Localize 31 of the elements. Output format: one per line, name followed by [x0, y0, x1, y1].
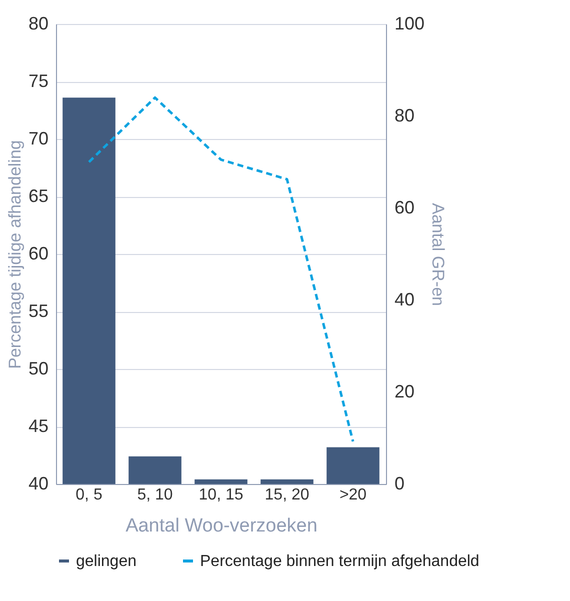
y-tick-label: 40 — [28, 474, 48, 494]
x-tick-label: 0, 5 — [76, 486, 102, 504]
bar — [326, 447, 380, 484]
y2-tick-label: 60 — [394, 198, 415, 218]
x-tick-label: >20 — [339, 486, 367, 504]
y-tick-label: 75 — [28, 71, 48, 91]
y2-tick-label: 20 — [394, 382, 415, 402]
x-tick-label: 15, 20 — [264, 486, 310, 504]
y-tick-label: 60 — [28, 244, 48, 264]
x-tick-label: 5, 10 — [137, 486, 173, 504]
bar — [128, 456, 182, 484]
y-tick-label: 45 — [28, 416, 48, 436]
y2-axis-title: Aantal GR-en — [428, 203, 448, 306]
y-tick-label: 50 — [28, 358, 48, 378]
y-tick-label: 65 — [28, 186, 48, 206]
bar — [194, 479, 248, 484]
y-tick-label: 55 — [28, 301, 48, 321]
y2-tick-label: 0 — [394, 474, 405, 494]
x-tick-label: 10, 15 — [198, 486, 244, 504]
bar — [62, 98, 116, 484]
y2-tick-label: 100 — [394, 14, 425, 34]
legend-label: Percentage binnen termijn afgehandeld — [200, 553, 480, 570]
y2-tick-label: 80 — [394, 106, 415, 126]
y-tick-label: 80 — [28, 14, 48, 34]
y-tick-label: 70 — [28, 128, 48, 148]
line-series — [88, 96, 354, 443]
x-axis-title: Aantal Woo-verzoeken — [126, 516, 318, 536]
bar — [260, 479, 314, 484]
y-axis-title: Percentage tijdige afhandeling — [5, 140, 24, 369]
legend-label: gelingen — [76, 553, 136, 570]
y2-tick-label: 40 — [394, 290, 415, 310]
